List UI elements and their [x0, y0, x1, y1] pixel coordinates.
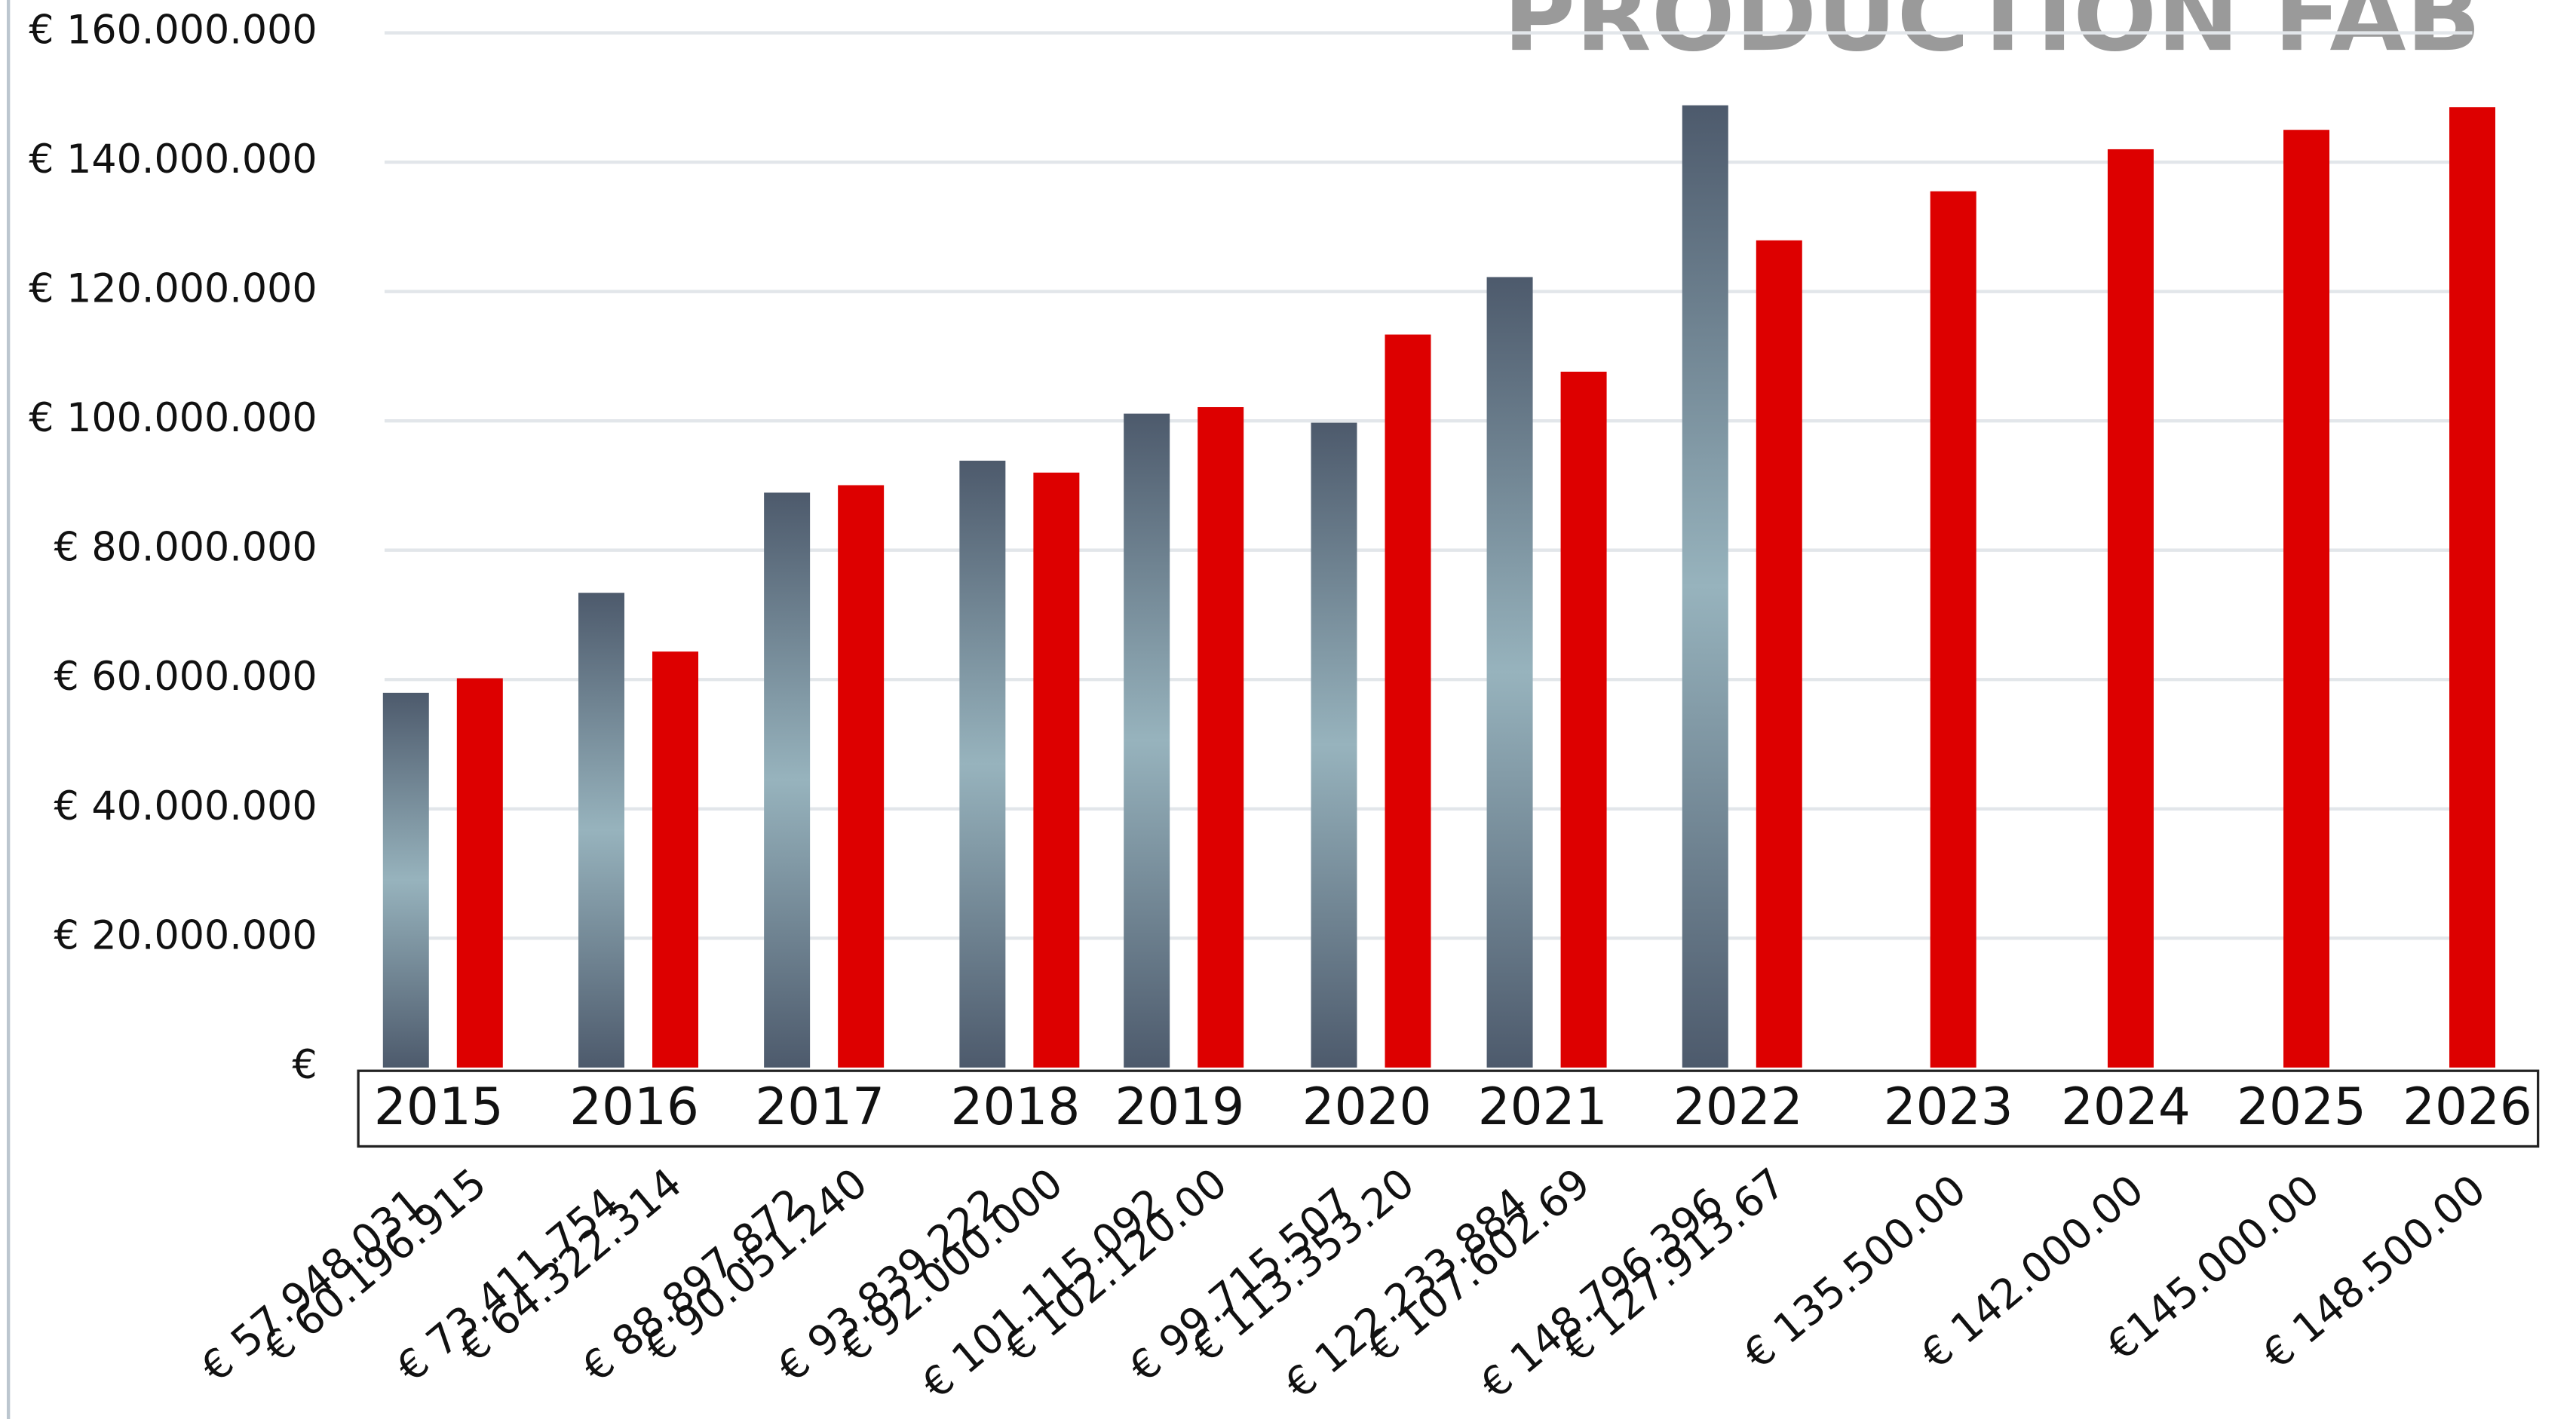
y-tick-label: € 80.000.000	[54, 525, 317, 571]
y-tick-label: €	[292, 1042, 317, 1088]
category-box	[357, 1069, 2540, 1148]
bar	[1682, 105, 1728, 1068]
x-tick-label: 2019	[1115, 1077, 1244, 1136]
y-tick-label: € 60.000.000	[54, 654, 317, 700]
bar	[1385, 334, 1431, 1068]
x-tick-label: 2024	[2061, 1077, 2191, 1136]
y-tick-label: € 140.000.000	[29, 136, 317, 182]
chart-title: PRODUCTION FAB	[1503, 0, 2481, 73]
y-tick-label: € 20.000.000	[54, 912, 317, 958]
x-tick-label: 2017	[755, 1077, 885, 1136]
bar	[838, 485, 885, 1068]
bar	[456, 678, 503, 1068]
bar	[2449, 107, 2496, 1068]
bar	[1033, 472, 1080, 1068]
x-tick-label: 2021	[1478, 1077, 1608, 1136]
y-tick-label: € 120.000.000	[29, 266, 317, 312]
bar	[1756, 240, 1802, 1068]
x-tick-label: 2026	[2403, 1077, 2532, 1136]
bar	[1311, 422, 1357, 1068]
x-tick-label: 2023	[1884, 1077, 2013, 1136]
x-tick-label: 2025	[2237, 1077, 2366, 1136]
x-tick-label: 2018	[950, 1077, 1080, 1136]
y-tick-label: € 40.000.000	[54, 783, 317, 829]
bar	[1930, 191, 1976, 1068]
bar	[1486, 277, 1533, 1068]
bar	[2283, 130, 2330, 1068]
bar	[2107, 149, 2154, 1068]
x-tick-label: 2016	[569, 1077, 699, 1136]
bar	[764, 492, 811, 1068]
bar	[1560, 371, 1607, 1068]
x-tick-label: 2015	[374, 1077, 504, 1136]
x-tick-label: 2022	[1673, 1077, 1803, 1136]
y-tick-label: € 160.000.000	[29, 8, 317, 54]
bar	[959, 461, 1006, 1068]
bar	[382, 692, 429, 1068]
y-tick-label: € 100.000.000	[29, 395, 317, 441]
bar	[578, 593, 624, 1068]
bar	[1198, 406, 1244, 1068]
bar	[1124, 413, 1170, 1068]
bar	[652, 651, 699, 1068]
x-tick-label: 2020	[1302, 1077, 1432, 1136]
